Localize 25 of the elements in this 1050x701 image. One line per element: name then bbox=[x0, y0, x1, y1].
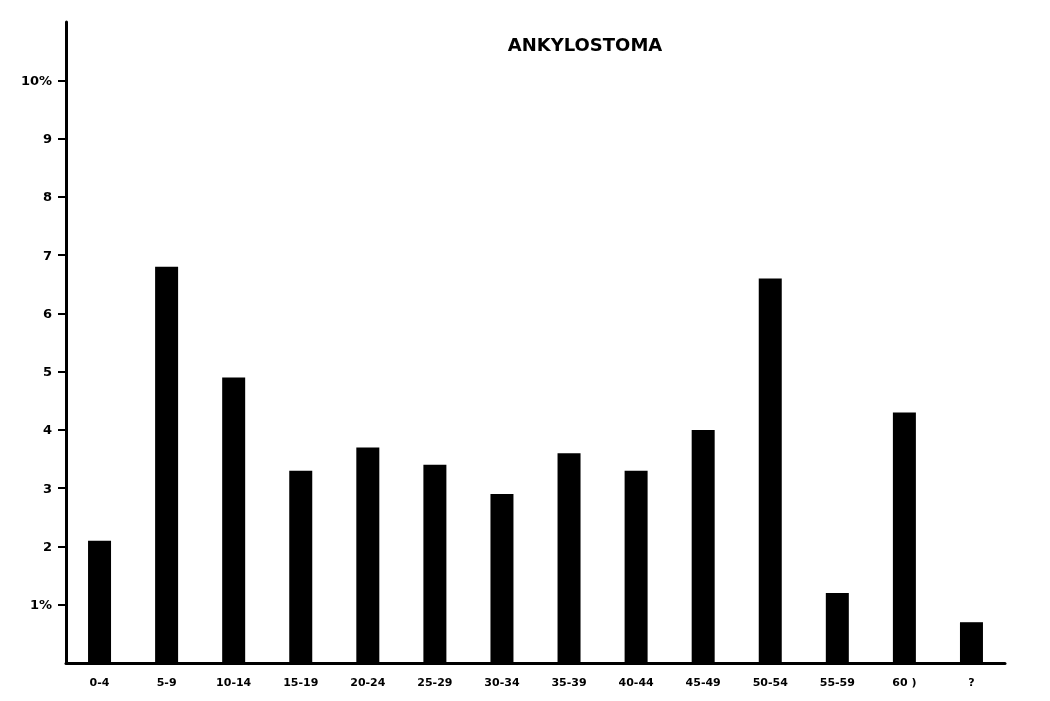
x-tick-label: 35-39 bbox=[551, 676, 587, 689]
x-tick-label: 5-9 bbox=[156, 676, 177, 689]
y-tick-label: 10% bbox=[20, 72, 52, 88]
x-tick-label: 50-54 bbox=[752, 676, 789, 689]
y-tick-label: 4 bbox=[42, 422, 52, 438]
x-tick-label: 25-29 bbox=[417, 676, 453, 689]
x-tick-label: 60 ) bbox=[892, 676, 917, 689]
y-tick-label: 7 bbox=[42, 247, 52, 263]
x-tick-label: 10-14 bbox=[216, 676, 252, 689]
text: ANKYLOSTOMA bbox=[507, 33, 663, 55]
y-tick-label: 6 bbox=[42, 305, 52, 321]
x-tick-label: 30-34 bbox=[484, 676, 520, 689]
y-tick-label: 5 bbox=[42, 364, 52, 380]
y-tick-label: 1% bbox=[29, 597, 52, 613]
y-tick-label: 8 bbox=[42, 189, 52, 205]
x-tick-label: 40-44 bbox=[618, 676, 655, 689]
y-tick-label: 9 bbox=[42, 131, 52, 147]
x-tick-label: 55-59 bbox=[819, 676, 855, 689]
x-tick-label: 45-49 bbox=[685, 676, 721, 689]
y-tick-label: 3 bbox=[42, 480, 52, 496]
x-tick-label: 15-19 bbox=[283, 676, 319, 689]
x-tick-label: ? bbox=[968, 676, 975, 689]
y-tick-label: 2 bbox=[42, 538, 52, 554]
x-tick-label: 0-4 bbox=[89, 676, 110, 689]
x-tick-label: 20-24 bbox=[350, 676, 386, 689]
